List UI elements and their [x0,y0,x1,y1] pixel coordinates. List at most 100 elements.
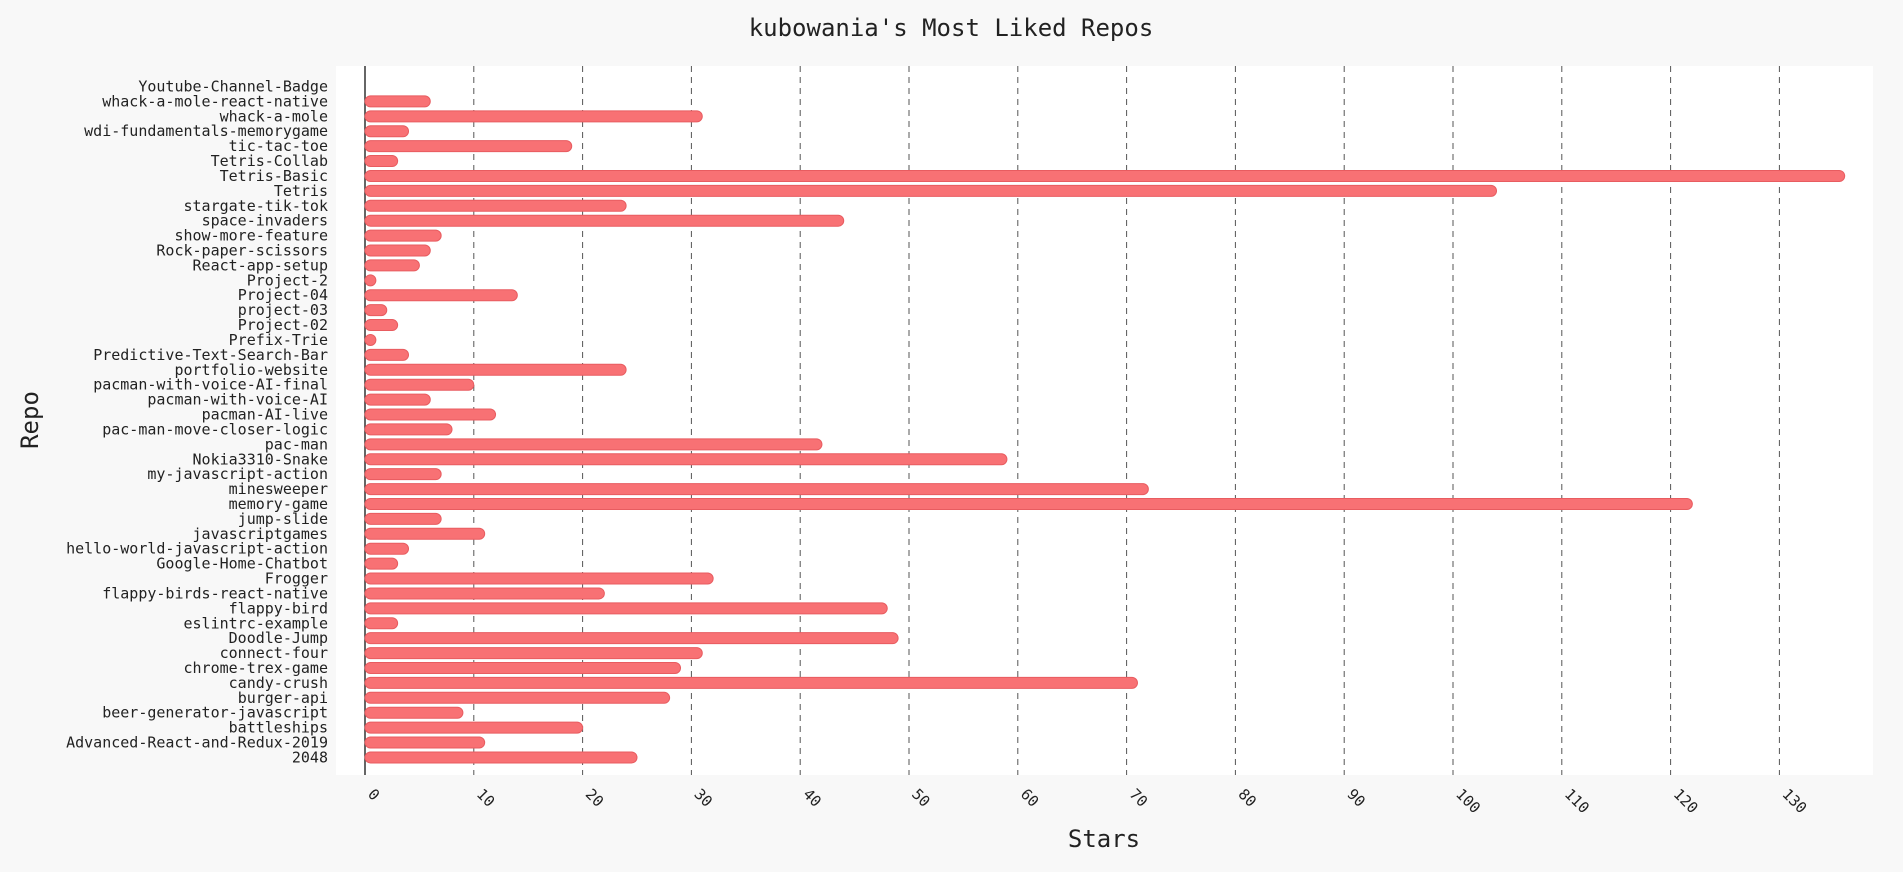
y-tick-label: flappy-birds-react-native [102,584,328,602]
y-tick-label: whack-a-mole [220,107,328,125]
y-tick-label: Project-02 [238,316,328,334]
bar [364,184,1498,197]
y-tick-label: chrome-trex-game [184,659,329,677]
bar [364,497,1693,510]
bar [364,393,431,406]
bar [364,110,703,123]
y-tick-label: pacman-AI-live [202,406,328,424]
bars-group [364,95,1846,764]
y-tick-label: React-app-setup [193,256,328,274]
y-tick-label: Tetris [274,182,328,200]
bar [364,736,486,749]
bar [364,706,464,719]
y-tick-label: Tetris-Collab [211,152,328,170]
y-tick-label: Tetris-Basic [220,167,328,185]
y-tick-label: burger-api [238,689,328,707]
x-tick-label: 80 [1235,785,1261,811]
bar [364,125,410,138]
bar [364,557,399,570]
y-tick-label: stargate-tik-tok [184,197,329,215]
bar [364,587,605,600]
y-tick-label: Rock-paper-scissors [156,242,328,260]
y-tick-label: Youtube-Channel-Badge [138,78,328,96]
x-tick-label: 90 [1343,785,1369,811]
y-tick-label: flappy-bird [229,599,328,617]
bar [364,95,431,108]
y-tick-label: battleships [229,719,328,737]
bar [364,199,627,212]
y-tick-label: Nokia3310-Snake [193,450,328,468]
y-tick-label: connect-four [220,644,328,662]
y-tick-label: pacman-with-voice-AI [147,391,328,409]
bar [364,691,671,704]
y-tick-label: whack-a-mole-react-native [102,92,328,110]
bar [364,721,584,734]
bar [364,542,410,555]
bar [364,572,714,585]
bar [364,617,399,630]
x-tick-label: 50 [908,785,934,811]
bar [364,319,399,332]
y-tick-label: tic-tac-toe [229,137,328,155]
bar [364,647,703,660]
bar [364,438,823,451]
y-tick-label: memory-game [229,495,328,513]
y-tick-label: Doodle-Jump [229,629,328,647]
x-tick-label: 100 [1452,785,1484,817]
bar [364,214,845,227]
y-tick-label: Project-04 [238,286,328,304]
bar [364,289,518,302]
bar [364,140,573,153]
bar [364,453,1008,466]
bar [364,676,1138,689]
bar [364,155,399,168]
y-tick-label: space-invaders [202,212,328,230]
bar [364,229,442,242]
y-tick-labels: Youtube-Channel-Badgewhack-a-mole-react-… [66,78,328,767]
y-tick-label: candy-crush [229,674,328,692]
bar [364,602,888,615]
y-tick-label: eslintrc-example [184,614,329,632]
bar [364,408,497,421]
bar [364,304,388,317]
x-tick-label: 40 [799,785,825,811]
chart-title: kubowania's Most Liked Repos [749,14,1154,42]
y-tick-label: Prefix-Trie [229,331,328,349]
y-tick-label: beer-generator-javascript [102,704,328,722]
bar [364,363,627,376]
x-tick-label: 10 [473,785,499,811]
bar [364,751,638,764]
y-tick-label: portfolio-website [174,361,328,379]
bar [364,274,377,287]
bar [364,512,442,525]
y-tick-label: hello-world-javascript-action [66,540,328,558]
bar [364,259,420,272]
bar [364,244,431,257]
x-tick-label: 120 [1670,785,1702,817]
y-tick-label: show-more-feature [174,227,328,245]
y-tick-label: Project-2 [247,271,328,289]
y-tick-label: 2048 [292,748,328,766]
y-tick-label: jump-slide [238,510,328,528]
bar [364,333,377,346]
x-tick-label: 110 [1561,785,1593,817]
bar [364,169,1846,182]
y-tick-label: pac-man-move-closer-logic [102,420,328,438]
y-tick-label: Google-Home-Chatbot [156,555,328,573]
y-tick-label: Frogger [265,570,328,588]
bar [364,378,475,391]
x-axis-label: Stars [1068,825,1140,853]
y-tick-label: Advanced-React-and-Redux-2019 [66,734,328,752]
y-tick-label: javascriptgames [193,525,328,543]
bar [364,632,899,645]
bar [364,348,410,361]
y-tick-label: pacman-with-voice-AI-final [93,376,328,394]
y-tick-label: pac-man [265,435,328,453]
x-tick-label: 130 [1779,785,1811,817]
y-tick-label: my-javascript-action [147,465,328,483]
bar [364,527,486,540]
x-tick-label: 30 [691,785,717,811]
y-tick-label: Predictive-Text-Search-Bar [93,346,328,364]
x-tick-label: 60 [1017,785,1043,811]
